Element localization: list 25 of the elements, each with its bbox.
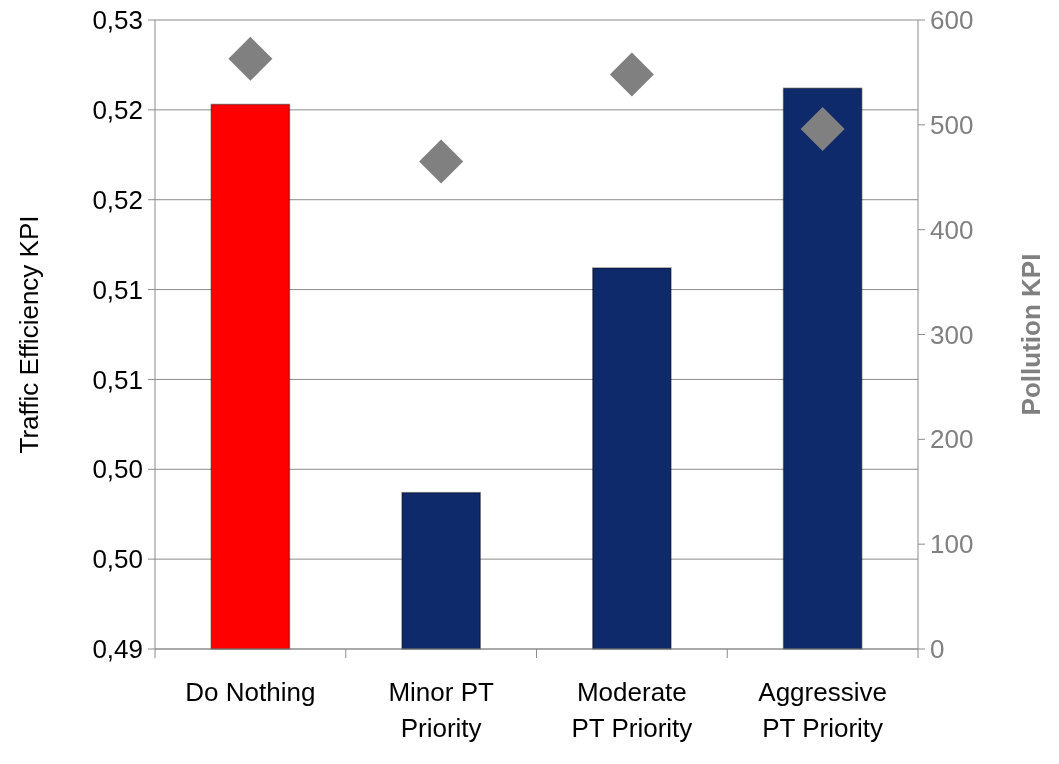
x-tick-label: Aggressive PT Priority [758,677,887,743]
x-tick-label: Minor PT Priority [388,677,494,743]
y-tick-label: 0,50 [92,544,143,575]
y2-tick-label: 500 [930,109,974,140]
point [609,52,654,97]
y-tick-label: 0,52 [92,94,143,125]
x-tick-label: Moderate PT Priority [571,677,693,743]
x-tick-label: Do Nothing [185,677,316,707]
y2-tick-label: 0 [930,634,945,665]
y-tick-label: 0,50 [92,454,143,485]
point [419,139,464,184]
y-tick-label: 0,52 [92,184,143,215]
y2-tick-label: 600 [930,5,974,36]
y2-tick-label: 300 [930,319,974,350]
y2-tick-label: 400 [930,214,974,245]
y-tick-label: 0,51 [92,274,143,305]
point [800,107,845,152]
y2-tick-label: 100 [930,529,974,560]
y-axis-title: Traffic Efficiency KPI [14,215,44,454]
y-tick-label: 0,51 [92,364,143,395]
y2-tick-label: 200 [930,424,974,455]
y-tick-label: 0,49 [92,634,143,665]
y-tick-label: 0,53 [92,5,143,36]
point [228,36,273,81]
y2-axis-title: Pollution KPI [1016,253,1046,416]
